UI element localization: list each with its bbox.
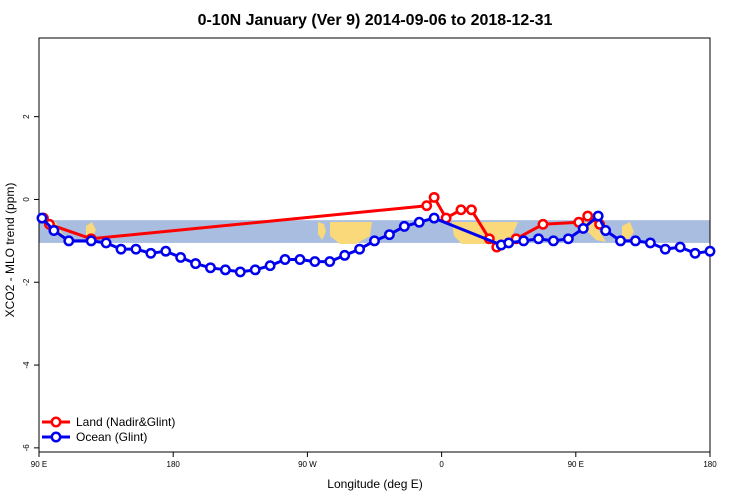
data-point <box>63 235 75 247</box>
data-point <box>582 210 594 222</box>
series-1 <box>36 210 716 278</box>
data-point <box>205 262 216 274</box>
data-point <box>455 204 467 216</box>
data-point <box>659 243 671 255</box>
x-axis-label: Longitude (deg E) <box>327 477 422 491</box>
land-mask <box>48 222 634 244</box>
plot-frame <box>38 37 711 453</box>
data-point <box>518 235 530 247</box>
chart-title: 0-10N January (Ver 9) 2014-09-06 to 2018… <box>198 12 553 29</box>
data-point <box>219 264 231 276</box>
x-tick-label: 180 <box>167 460 181 469</box>
data-point <box>600 225 612 236</box>
y-tick-label: 2 <box>22 114 31 119</box>
y-tick-label: 0 <box>22 197 31 202</box>
x-axis-ticks: 90 E 180 90 W 0 90 E 180 <box>31 452 717 469</box>
data-point <box>48 225 60 236</box>
data-point <box>369 235 380 247</box>
data-point <box>465 204 477 216</box>
land-shape-south-america <box>330 222 372 244</box>
data-point <box>428 212 440 224</box>
land-shape-central-america <box>318 222 326 240</box>
data-point <box>537 218 549 230</box>
data-point <box>577 222 589 234</box>
x-tick-label: 180 <box>703 460 717 469</box>
legend-label-ocean: Ocean (Glint) <box>76 430 147 444</box>
data-point <box>249 264 261 276</box>
data-point <box>130 243 142 255</box>
x-tick-label: 0 <box>439 460 444 469</box>
data-point <box>85 235 97 247</box>
data-point <box>644 237 656 249</box>
data-point <box>36 212 48 224</box>
data-point <box>615 235 626 247</box>
x-tick-label: 90 E <box>31 460 47 469</box>
y-axis-ticks: 2 0 -2 -4 -6 <box>22 114 39 452</box>
data-point <box>689 247 701 259</box>
data-point <box>145 247 157 259</box>
legend-marker-land <box>50 416 62 428</box>
data-point <box>354 243 366 255</box>
x-tick-label: 90 W <box>298 460 317 469</box>
data-point <box>629 235 641 247</box>
data-point <box>421 200 433 212</box>
data-point <box>592 210 604 222</box>
series-layer <box>36 191 716 278</box>
data-point <box>160 245 172 257</box>
data-point <box>324 256 336 268</box>
data-point <box>533 233 544 245</box>
data-point <box>115 243 127 255</box>
legend: Land (Nadir&Glint) Ocean (Glint) <box>42 415 175 444</box>
data-point <box>264 260 276 272</box>
y-tick-label: -6 <box>22 444 31 452</box>
data-point <box>383 229 395 241</box>
data-point <box>428 191 440 203</box>
data-point <box>175 251 187 263</box>
data-point <box>279 254 291 265</box>
data-point <box>100 237 112 249</box>
legend-marker-ocean <box>50 431 62 443</box>
data-point <box>294 254 306 265</box>
x-tick-label: 90 E <box>568 460 584 469</box>
y-axis-label: XCO2 - MLO trend (ppm) <box>3 183 17 318</box>
data-point <box>339 249 351 261</box>
legend-label-land: Land (Nadir&Glint) <box>76 415 175 429</box>
data-point <box>704 245 716 257</box>
data-point <box>413 216 425 228</box>
land-shape-sumatra-repeat <box>584 222 606 242</box>
y-tick-label: -2 <box>22 278 31 286</box>
data-point <box>190 258 202 270</box>
data-point <box>398 220 410 232</box>
data-point <box>562 233 574 245</box>
land-shape-borneo-repeat <box>622 222 634 240</box>
data-point <box>674 241 686 253</box>
data-point <box>547 235 559 247</box>
y-tick-label: -4 <box>22 361 31 369</box>
data-point <box>503 237 515 249</box>
data-point <box>234 266 246 278</box>
data-point <box>309 256 321 268</box>
